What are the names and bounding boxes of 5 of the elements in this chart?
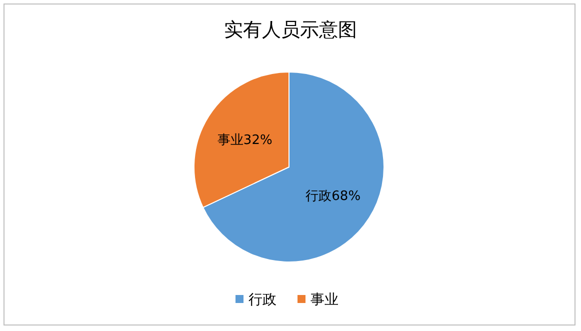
data-label: 事业32% — [217, 133, 272, 148]
chart-title: 实有人员示意图 — [224, 19, 357, 41]
data-label: 行政68% — [306, 188, 361, 204]
legend-label: 行政 — [248, 292, 276, 308]
legend-label: 事业 — [310, 292, 338, 308]
